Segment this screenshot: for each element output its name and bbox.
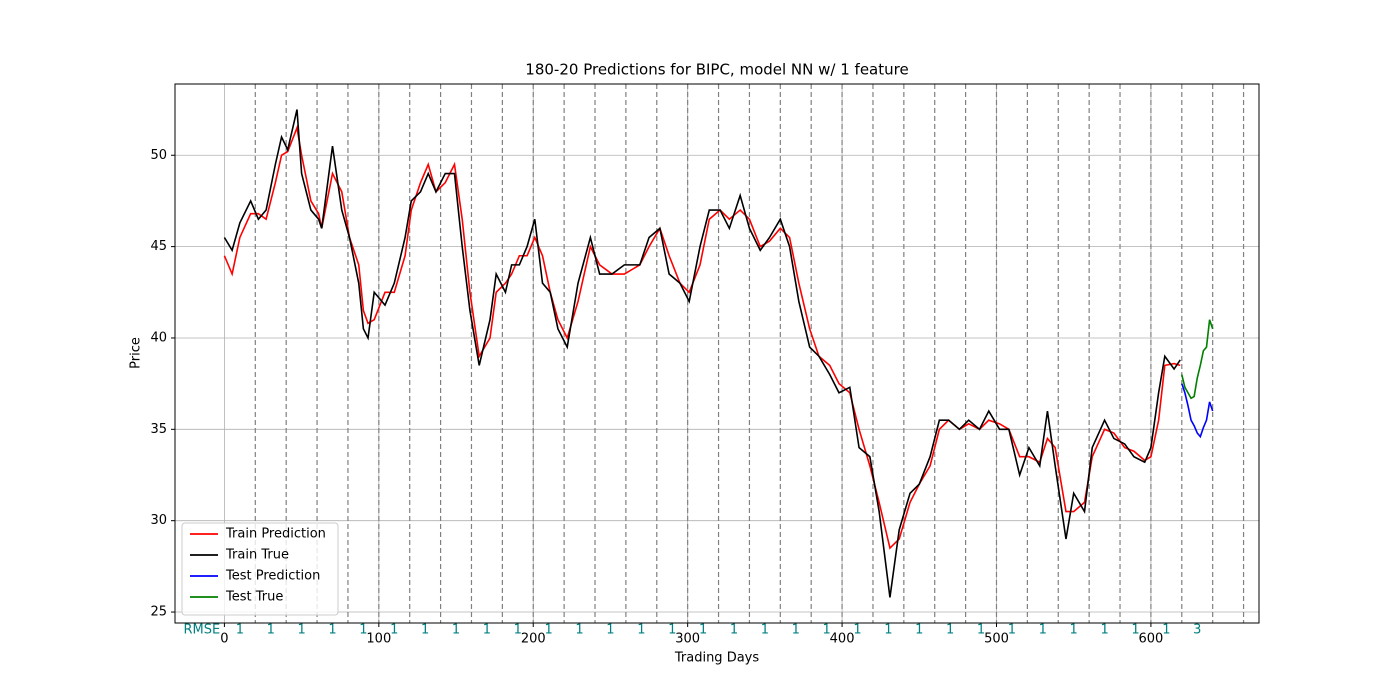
rmse-value: 1 [699, 623, 707, 638]
rmse-value: 1 [545, 623, 553, 638]
rmse-label: RMSE [183, 623, 220, 638]
x-axis-label: Trading Days [674, 651, 759, 666]
legend-label: Train Prediction [225, 527, 326, 542]
rmse-value: 1 [514, 623, 522, 638]
chart-title: 180-20 Predictions for BIPC, model NN w/… [525, 61, 908, 79]
legend: Train Prediction Train True Test Predictio… [181, 522, 339, 616]
rmse-value: 1 [792, 623, 800, 638]
rmse-value: 1 [761, 623, 769, 638]
rmse-value: 1 [421, 623, 429, 638]
y-tick-label: 25 [150, 605, 167, 620]
x-tick-label: 100 [366, 632, 391, 647]
series-line [223, 124, 1181, 550]
rmse-value: 1 [946, 623, 954, 638]
x-tick-label: 0 [220, 632, 228, 647]
rmse-value: 1 [1131, 623, 1139, 638]
rmse-value: 1 [297, 623, 305, 638]
rmse-value: 1 [483, 623, 491, 638]
legend-label: Test True [225, 590, 283, 605]
rmse-value: 1 [1008, 623, 1016, 638]
legend-box [181, 522, 339, 616]
rmse-value: 1 [390, 623, 398, 638]
rmse-value: 1 [1100, 623, 1108, 638]
rmse-value: 1 [359, 623, 367, 638]
x-tick-label: 500 [984, 632, 1009, 647]
y-axis-label: Price [129, 337, 144, 369]
rmse-value: 1 [236, 623, 244, 638]
rmse-value: 1 [606, 623, 614, 638]
legend-label: Train True [225, 548, 289, 563]
rmse-value: 1 [730, 623, 738, 638]
rmse-value: 1 [1070, 623, 1078, 638]
y-tick-label: 50 [150, 148, 167, 163]
y-tick-label: 35 [150, 422, 167, 437]
rmse-value: 1 [452, 623, 460, 638]
x-tick-label: 300 [675, 632, 700, 647]
rmse-value: 1 [977, 623, 985, 638]
rmse-value: 1 [575, 623, 583, 638]
series-line [1181, 383, 1214, 439]
rmse-value: 1 [822, 623, 830, 638]
rmse-value: 3 [1193, 623, 1201, 638]
rmse-value: 1 [267, 623, 275, 638]
rmse-value: 1 [853, 623, 861, 638]
series-line [223, 109, 1181, 598]
rmse-value: 1 [1162, 623, 1170, 638]
rmse-value: 1 [884, 623, 892, 638]
series-line [1181, 319, 1214, 400]
rmse-value: 1 [1039, 623, 1047, 638]
rmse-value: 1 [915, 623, 923, 638]
x-tick-label: 600 [1138, 632, 1163, 647]
legend-label: Test Prediction [225, 569, 320, 584]
rmse-value: 1 [668, 623, 676, 638]
y-tick-label: 45 [150, 239, 167, 254]
x-tick-label: 400 [830, 632, 855, 647]
y-tick-label: 40 [150, 330, 167, 345]
rmse-value: 1 [328, 623, 336, 638]
x-tick-label: 200 [521, 632, 546, 647]
y-tick-label: 30 [150, 513, 167, 528]
plot-frame [174, 83, 1260, 624]
rmse-value: 1 [637, 623, 645, 638]
